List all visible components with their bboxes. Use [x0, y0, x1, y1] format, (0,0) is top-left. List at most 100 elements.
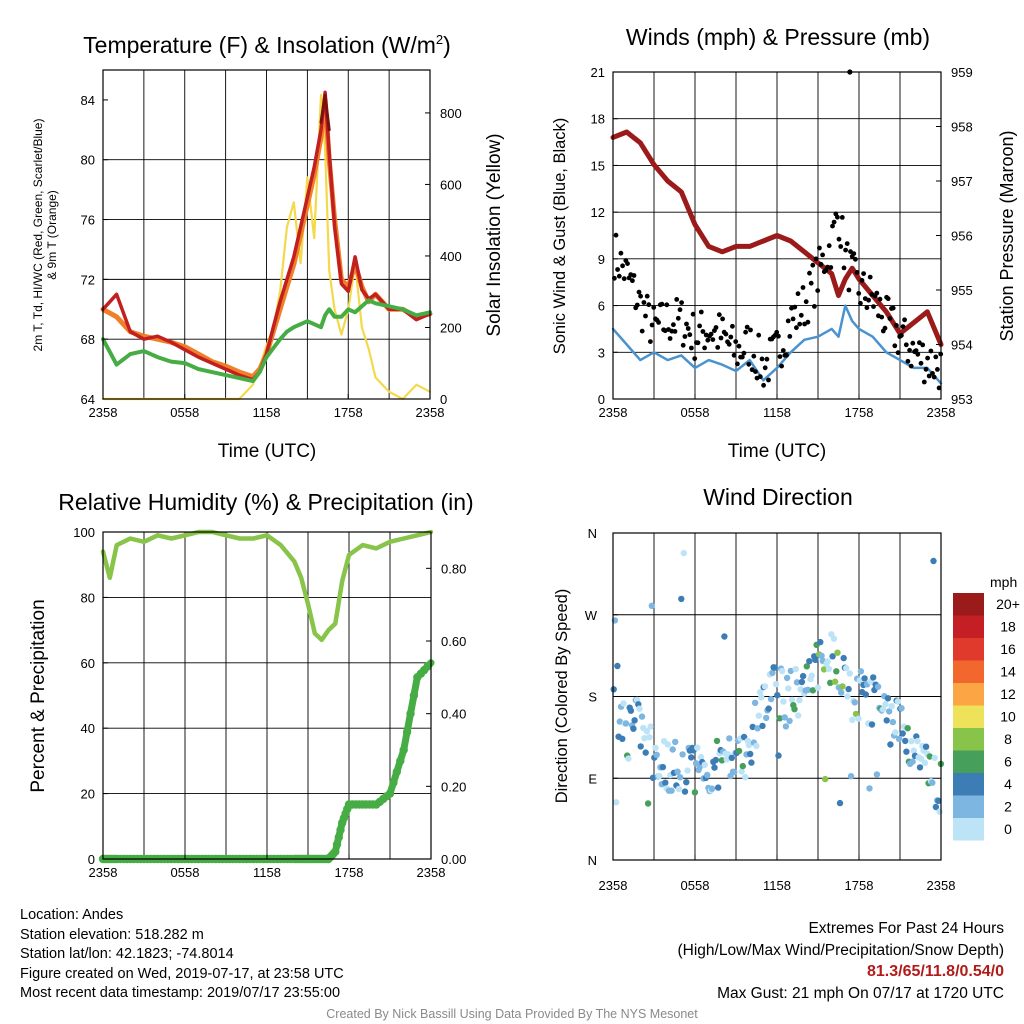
- direction-point: [791, 706, 798, 713]
- x-tick-label: 0558: [170, 405, 199, 420]
- direction-point: [649, 774, 657, 781]
- direction-point: [894, 698, 901, 705]
- gust-point: [841, 265, 847, 271]
- x-tick-label: 0558: [171, 865, 200, 880]
- direction-point: [839, 683, 846, 690]
- direction-point: [793, 679, 801, 686]
- direction-point: [926, 753, 933, 760]
- gust-point: [933, 354, 939, 360]
- y2-tick-label: 959: [951, 65, 973, 80]
- gust-point: [900, 324, 906, 329]
- gust-point: [680, 342, 686, 348]
- direction-point: [646, 734, 653, 741]
- direction-point: [922, 743, 930, 750]
- direction-point: [674, 768, 681, 775]
- precipitation-point: [331, 847, 340, 856]
- direction-tick-label: E: [588, 771, 597, 786]
- direction-point: [636, 705, 643, 712]
- direction-point: [627, 707, 635, 714]
- direction-point: [763, 714, 770, 722]
- gust-point: [636, 289, 642, 295]
- direction-point: [886, 708, 893, 715]
- gust-point: [659, 301, 665, 307]
- y2-tick-label: 400: [440, 249, 462, 264]
- winds-y2-axis-label: Station Pressure (Maroon): [997, 130, 1017, 341]
- x-tick-label: 2358: [927, 878, 956, 893]
- gust-point: [779, 363, 784, 369]
- colorbar-swatch: [953, 660, 984, 683]
- direction-point: [847, 773, 855, 780]
- station-elevation: Station elevation: 518.282 m: [20, 926, 204, 943]
- gust-point: [830, 223, 835, 229]
- direction-point: [726, 735, 733, 742]
- gust-point: [874, 290, 880, 296]
- gust-point: [764, 356, 770, 362]
- x-tick-label: 2358: [927, 405, 956, 420]
- direction-point: [696, 763, 703, 771]
- gust-point: [918, 360, 924, 366]
- gust-point: [675, 315, 681, 321]
- figure-created: Figure created on Wed, 2019-07-17, at 23…: [20, 965, 344, 982]
- y-tick-label: 100: [73, 525, 95, 540]
- direction-point: [631, 717, 638, 724]
- direction-point: [798, 678, 806, 686]
- gust-point: [638, 293, 643, 299]
- direction-point: [782, 723, 790, 730]
- gust-point: [867, 274, 873, 280]
- gust-point: [631, 273, 637, 278]
- gust-point: [926, 373, 932, 379]
- colorbar-swatch: [953, 773, 984, 796]
- gust-point: [726, 341, 732, 347]
- x-tick-label: 2358: [417, 865, 446, 880]
- colorbar-label: 2: [1004, 799, 1012, 815]
- gust-point: [826, 243, 832, 249]
- gust-point: [672, 329, 678, 334]
- gust-point: [689, 345, 694, 351]
- colorbar-label: 16: [1000, 641, 1016, 657]
- gust-point: [685, 326, 691, 331]
- gust-point: [928, 348, 934, 354]
- precipitation-point: [402, 727, 412, 736]
- gust-point: [787, 334, 793, 339]
- direction-point: [745, 741, 753, 749]
- direction-point: [889, 718, 897, 726]
- speed-colorbar: 20+ 18 16 14 12 10 8 6 4 2 0: [953, 593, 1020, 841]
- direction-point: [728, 754, 735, 761]
- direction-point: [712, 756, 719, 764]
- direction-point: [675, 785, 683, 793]
- gust-point: [777, 354, 783, 359]
- direction-point: [765, 705, 772, 712]
- colorbar-label: 18: [1000, 619, 1016, 635]
- gust-point: [836, 236, 842, 242]
- precipitation-point: [336, 825, 345, 835]
- direction-point: [834, 649, 841, 656]
- direction-point: [882, 701, 889, 708]
- y2-tick-label: 953: [951, 392, 973, 407]
- gust-point: [892, 343, 898, 349]
- direction-point: [873, 771, 881, 778]
- y-tick-label: 84: [81, 93, 95, 108]
- gust-point: [684, 321, 689, 327]
- gust-point: [667, 336, 673, 341]
- gust-point: [908, 363, 914, 369]
- gust-point: [803, 299, 809, 305]
- direction-point: [903, 748, 910, 755]
- gust-point: [843, 247, 848, 253]
- direction-tick-label: S: [588, 690, 597, 705]
- precipitation-point: [396, 756, 405, 766]
- gust-point: [902, 317, 907, 323]
- x-tick-label: 2358: [89, 405, 118, 420]
- direction-point: [680, 549, 687, 557]
- direction-point: [838, 689, 845, 696]
- direction-point: [808, 672, 815, 679]
- y2-tick-label: 0: [440, 392, 447, 407]
- gust-point: [936, 385, 942, 391]
- direction-point: [936, 808, 943, 815]
- direction-point: [755, 712, 762, 719]
- gust-point: [910, 340, 916, 346]
- direction-point: [638, 713, 646, 720]
- direction-point: [643, 728, 651, 735]
- gust-point: [723, 331, 729, 337]
